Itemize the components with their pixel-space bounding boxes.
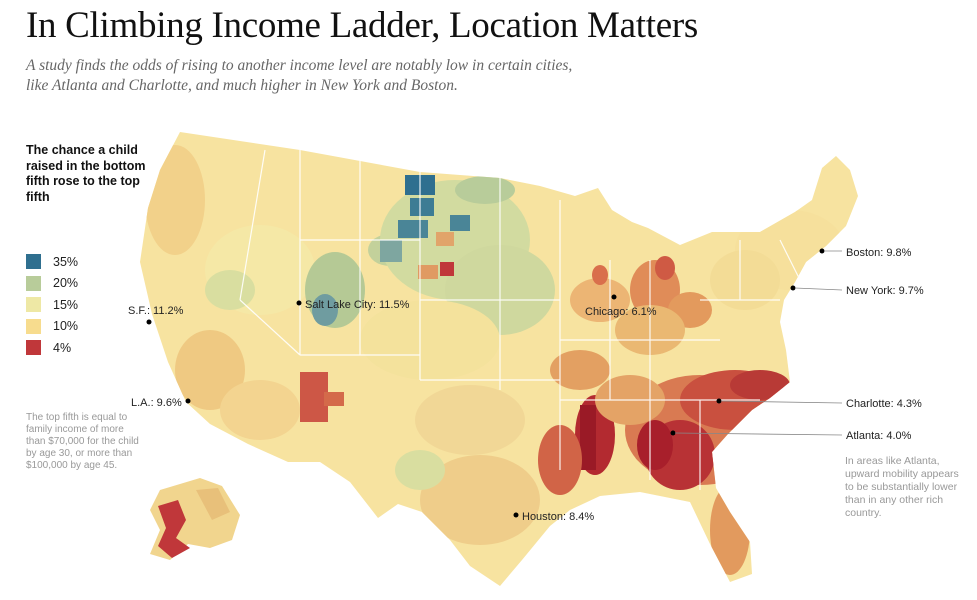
los-angeles-marker xyxy=(185,398,191,404)
charlotte-label: Charlotte: 4.3% xyxy=(846,398,922,410)
san-francisco-label: S.F.: 11.2% xyxy=(128,305,184,317)
footnote: The top fifth is equal to family income … xyxy=(26,412,139,471)
legend-item: 10% xyxy=(26,316,78,338)
legend-label: 20% xyxy=(53,276,79,291)
chicago-label: Chicago: 6.1% xyxy=(585,306,657,318)
legend-swatch xyxy=(26,297,41,313)
legend-item: 15% xyxy=(26,294,78,316)
atlanta-marker xyxy=(670,430,676,436)
page-title: In Climbing Income Ladder, Location Matt… xyxy=(26,5,698,46)
boston-label: Boston: 9.8% xyxy=(846,247,912,259)
legend-title: The chance a child raised in the bottom … xyxy=(26,143,146,204)
legend-label: 10% xyxy=(53,319,79,334)
los-angeles-label: L.A.: 9.6% xyxy=(131,397,182,409)
side-note: In areas like Atlanta, upward mobility a… xyxy=(845,455,959,519)
legend: 35% 20% 15% 10% 4% xyxy=(26,251,78,359)
legend-item: 35% xyxy=(26,251,78,273)
san-francisco-marker xyxy=(146,319,152,325)
salt-lake-city-marker xyxy=(296,300,302,306)
atlanta-label: Atlanta: 4.0% xyxy=(846,430,912,442)
city-markers: Boston: 9.8% New York: 9.7% Salt Lake Ci… xyxy=(128,247,924,523)
new-york-label: New York: 9.7% xyxy=(846,285,924,297)
legend-swatch xyxy=(26,254,41,270)
legend-item: 4% xyxy=(26,337,78,359)
legend-label: 35% xyxy=(53,254,79,269)
salt-lake-city-label: Salt Lake City: 11.5% xyxy=(305,299,410,311)
new-york-marker xyxy=(790,285,796,291)
houston-marker xyxy=(513,512,519,518)
boston-marker xyxy=(819,248,825,254)
legend-label: 4% xyxy=(53,340,72,355)
legend-item: 20% xyxy=(26,273,78,295)
page-subtitle: A study finds the odds of rising to anot… xyxy=(26,57,573,94)
houston-label: Houston: 8.4% xyxy=(522,511,594,523)
legend-swatch xyxy=(26,275,41,291)
legend-label: 15% xyxy=(53,297,79,312)
chicago-marker xyxy=(611,294,617,300)
legend-swatch xyxy=(26,340,41,356)
state-boundaries xyxy=(239,149,811,490)
charlotte-marker xyxy=(716,398,722,404)
legend-swatch xyxy=(26,318,41,334)
alaska-red-region xyxy=(158,500,190,558)
